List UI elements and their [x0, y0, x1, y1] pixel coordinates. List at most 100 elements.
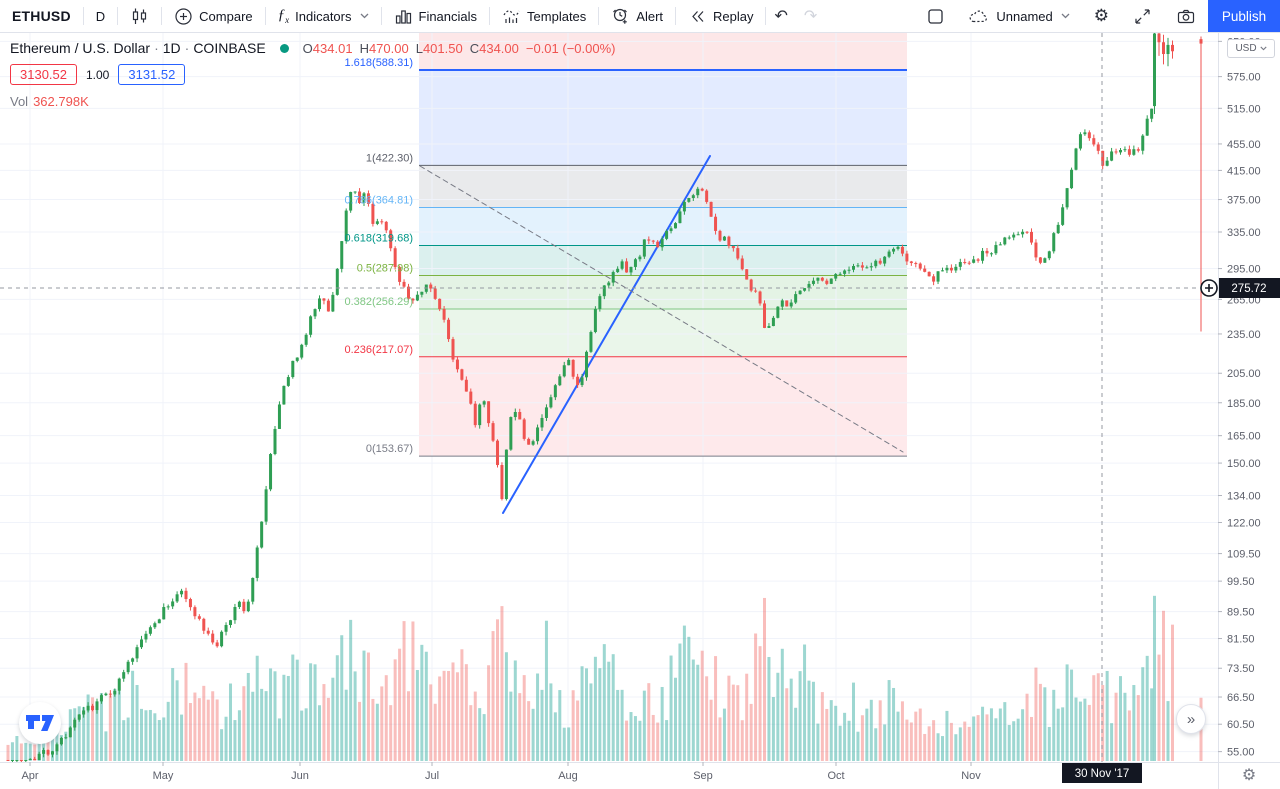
candles [6, 33, 1203, 764]
sell-price-button[interactable]: 3130.52 [10, 64, 77, 85]
layout-square-icon [926, 7, 945, 26]
trend-line-blue[interactable] [502, 155, 711, 514]
chevron-down-icon [1061, 13, 1070, 19]
bar-chart-icon [394, 7, 413, 26]
interval-button[interactable]: D [84, 0, 117, 32]
svg-text:0.382(256.29): 0.382(256.29) [345, 296, 414, 308]
chart-style-button[interactable] [118, 0, 161, 32]
redo-button[interactable]: ↷ [796, 0, 825, 32]
toolbar-divider [380, 7, 382, 25]
tradingview-logo[interactable] [19, 702, 61, 744]
alert-button[interactable]: Alert [599, 0, 675, 32]
svg-text:May: May [153, 770, 174, 782]
open-value: 434.01 [312, 40, 353, 56]
tradingview-logo-glyph [26, 715, 54, 731]
fullscreen-icon [1133, 7, 1152, 26]
buy-price-button[interactable]: 3131.52 [118, 64, 186, 85]
svg-text:150.00: 150.00 [1227, 458, 1261, 470]
svg-text:89.50: 89.50 [1227, 607, 1255, 619]
svg-text:415.00: 415.00 [1227, 165, 1261, 177]
publish-label: Publish [1221, 8, 1267, 24]
symbol-label: ETHUSD [12, 8, 71, 24]
settings-button[interactable]: ⚙ [1082, 0, 1121, 32]
svg-text:0.236(217.07): 0.236(217.07) [345, 344, 414, 356]
svg-text:73.50: 73.50 [1227, 663, 1255, 675]
indicators-button[interactable]: ƒx Indicators [266, 0, 381, 32]
svg-text:455.00: 455.00 [1227, 139, 1261, 151]
ohlc-readout: O434.01 H470.00 L401.50 C434.00 −0.01 (−… [303, 41, 616, 56]
gear-icon: ⚙ [1093, 6, 1109, 25]
svg-text:335.00: 335.00 [1227, 227, 1261, 239]
gear-icon: ⚙ [1241, 767, 1257, 784]
axis-settings-button[interactable]: ⚙ [1238, 764, 1260, 786]
svg-text:205.00: 205.00 [1227, 368, 1261, 380]
fib-labels: 1.618(588.31) 1(422.30) 0.786(364.81) 0.618… [345, 57, 414, 455]
interval-title[interactable]: 1D [162, 40, 181, 56]
indicators-label: Indicators [295, 8, 352, 24]
fib-base-line-dashed[interactable] [419, 165, 904, 453]
snapshot-button[interactable] [1164, 0, 1208, 32]
change-value: −0.01 (−0.00%) [525, 40, 616, 56]
svg-text:Nov: Nov [961, 770, 981, 782]
compare-plus-icon [174, 7, 193, 26]
redo-icon: ↷ [803, 8, 818, 25]
undo-icon: ↶ [774, 8, 788, 25]
currency-selector[interactable]: USD [1227, 39, 1275, 58]
svg-text:0.618(319.68): 0.618(319.68) [345, 232, 414, 244]
symbol-title[interactable]: Ethereum / U.S. Dollar [10, 40, 151, 56]
fullscreen-button[interactable] [1121, 0, 1164, 32]
svg-text:Jun: Jun [291, 770, 309, 782]
svg-text:60.50: 60.50 [1227, 719, 1255, 731]
crosshair [0, 33, 1218, 762]
close-value: 434.00 [479, 40, 519, 56]
toolbar-divider [264, 7, 266, 25]
legend-separator: · [184, 40, 190, 56]
templates-button[interactable]: Templates [490, 0, 598, 32]
save-layout-button[interactable]: Unnamed [957, 0, 1081, 32]
toolbar-divider [675, 7, 677, 25]
financials-button[interactable]: Financials [382, 0, 490, 32]
symbol-button[interactable]: ETHUSD [0, 0, 83, 32]
toolbar-divider [161, 7, 163, 25]
low-label: L [415, 40, 423, 56]
fib-bands [419, 33, 907, 457]
exchange-title[interactable]: COINBASE [193, 40, 266, 56]
toolbar-divider [598, 7, 600, 25]
time-axis[interactable]: Apr May Jun Jul Aug Sep Oct Nov [21, 762, 981, 782]
toolbar-divider [117, 7, 119, 25]
add-alert-plus-marker[interactable] [1200, 279, 1218, 297]
low-value: 401.50 [422, 40, 463, 56]
svg-text:122.00: 122.00 [1227, 517, 1261, 529]
svg-text:0.5(287.98): 0.5(287.98) [357, 262, 413, 274]
currency-label: USD [1235, 43, 1257, 54]
svg-text:295.00: 295.00 [1227, 264, 1261, 276]
toolbar-divider [489, 7, 491, 25]
svg-text:81.50: 81.50 [1227, 634, 1255, 646]
svg-text:66.50: 66.50 [1227, 692, 1255, 704]
compare-button[interactable]: Compare [162, 0, 264, 32]
templates-label: Templates [527, 8, 587, 24]
close-label: C [469, 40, 480, 56]
replay-button[interactable]: Replay [676, 0, 765, 32]
svg-text:109.50: 109.50 [1227, 549, 1261, 561]
svg-text:134.00: 134.00 [1227, 491, 1261, 503]
chevron-down-icon [360, 13, 369, 19]
svg-text:30 Nov '17: 30 Nov '17 [1075, 768, 1130, 780]
publish-button[interactable]: Publish [1208, 0, 1280, 32]
financials-label: Financials [418, 8, 478, 24]
toolbar-divider [765, 7, 767, 25]
alarm-clock-icon [611, 7, 630, 26]
layout-button[interactable] [914, 0, 957, 32]
volume-value: 362.798K [33, 94, 89, 109]
volume-label: Vol [10, 94, 29, 109]
crosshair-price-badge: 275.72 [1219, 278, 1280, 298]
svg-text:99.50: 99.50 [1227, 576, 1255, 588]
undo-button[interactable]: ↶ [766, 0, 795, 32]
templates-icon [502, 7, 521, 26]
svg-text:Aug: Aug [558, 770, 578, 782]
high-value: 470.00 [368, 40, 409, 56]
svg-text:1.618(588.31): 1.618(588.31) [345, 57, 414, 69]
scroll-to-latest-button[interactable]: » [1176, 704, 1206, 734]
